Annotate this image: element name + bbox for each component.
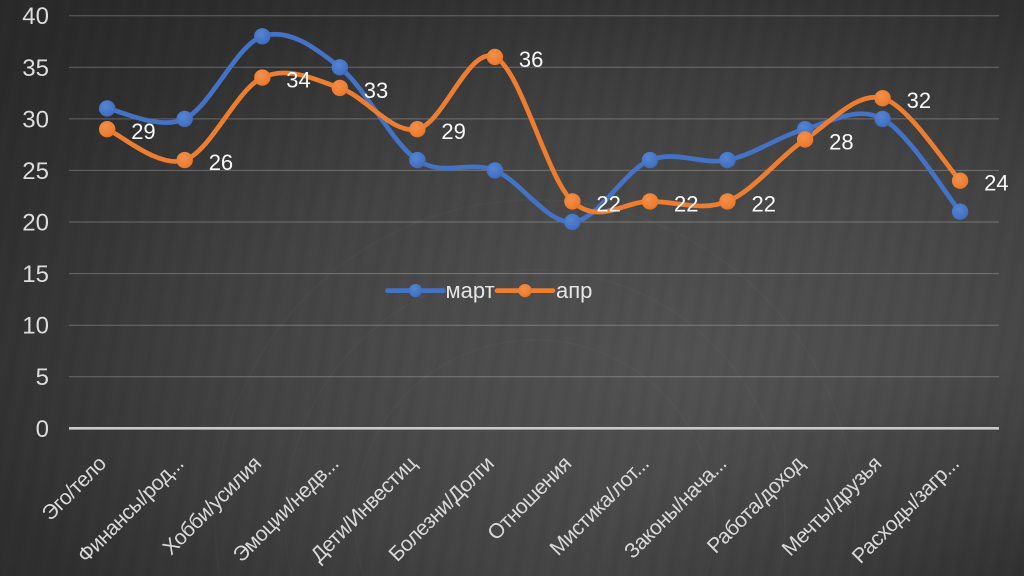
- svg-text:5: 5: [36, 364, 49, 391]
- svg-text:30: 30: [22, 106, 49, 133]
- svg-text:15: 15: [22, 261, 49, 288]
- svg-text:апр: апр: [556, 278, 592, 303]
- svg-text:32: 32: [907, 88, 931, 113]
- svg-text:март: март: [446, 278, 495, 303]
- svg-text:22: 22: [596, 191, 620, 216]
- svg-text:28: 28: [829, 130, 853, 155]
- svg-text:24: 24: [984, 171, 1008, 196]
- svg-text:40: 40: [22, 3, 49, 30]
- svg-text:29: 29: [441, 119, 465, 144]
- svg-text:10: 10: [22, 313, 49, 340]
- svg-text:26: 26: [209, 150, 233, 175]
- svg-text:35: 35: [22, 55, 49, 82]
- svg-text:22: 22: [752, 191, 776, 216]
- svg-text:0: 0: [36, 416, 49, 443]
- svg-text:Эго/тело: Эго/тело: [38, 452, 111, 525]
- svg-text:29: 29: [131, 119, 155, 144]
- svg-text:25: 25: [22, 158, 49, 185]
- svg-text:20: 20: [22, 210, 49, 237]
- svg-text:22: 22: [674, 191, 698, 216]
- svg-text:34: 34: [286, 68, 310, 93]
- svg-text:33: 33: [364, 78, 388, 103]
- svg-text:36: 36: [519, 47, 543, 72]
